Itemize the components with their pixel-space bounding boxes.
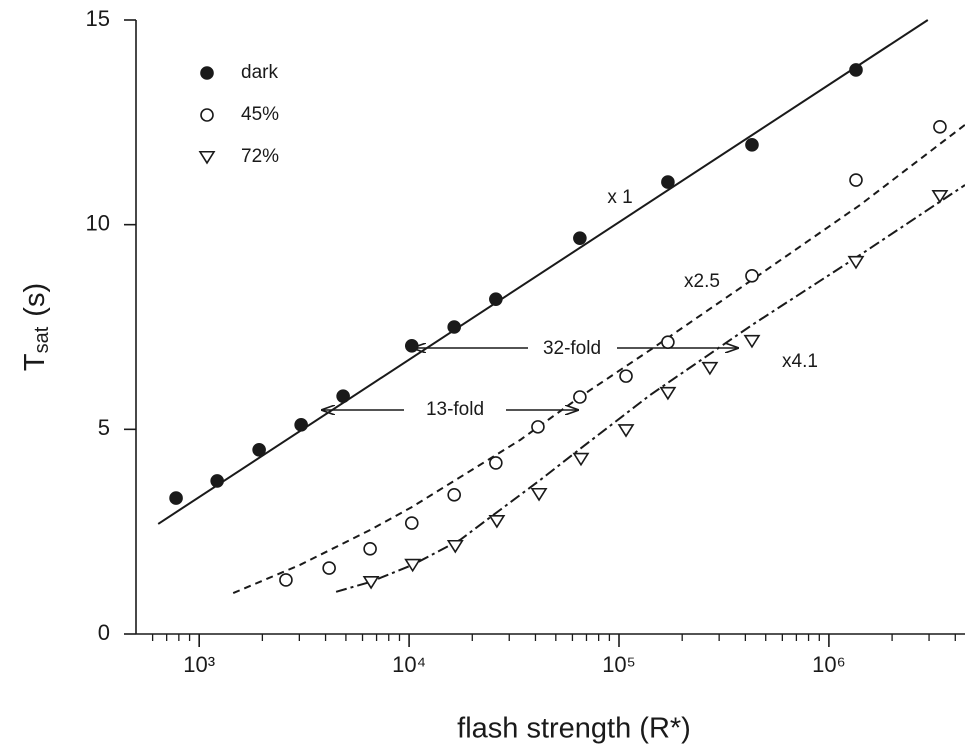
annotation: x4.1 [782, 351, 818, 372]
annotation: 13-fold [426, 399, 484, 420]
point [404, 558, 422, 573]
legend-marker [200, 66, 214, 80]
y-tick-label: 0 [98, 620, 110, 645]
y-tick-label: 10 [86, 210, 110, 235]
legend-label: 72% [241, 146, 279, 167]
annotation: x 1 [607, 187, 632, 208]
y-axis-title: Tsat (s) [19, 283, 54, 371]
arrows [322, 348, 738, 410]
point [530, 487, 548, 502]
x-tick-label: 10⁵ [602, 652, 636, 677]
legend-marker [198, 150, 216, 165]
point [743, 334, 761, 349]
x-axis-title: flash strength (R*) [457, 713, 691, 745]
y-tick-label: 5 [98, 415, 110, 440]
fit-line [335, 184, 965, 593]
y-tick-label: 15 [86, 6, 110, 31]
point [933, 120, 947, 134]
point [661, 175, 675, 189]
point [252, 442, 266, 457]
point [849, 63, 863, 77]
point [847, 255, 865, 270]
point [363, 542, 377, 556]
x-tick-label: 10⁶ [812, 652, 846, 677]
annotation: 32-fold [543, 338, 601, 359]
point [488, 514, 506, 529]
point [531, 420, 545, 434]
point [446, 539, 464, 554]
x-tick-label: 10⁴ [392, 652, 426, 677]
y-axis-title-unit: (s) [19, 283, 51, 317]
point [661, 335, 675, 349]
legend-label: 45% [241, 104, 279, 125]
legend-marker [200, 108, 214, 122]
x-tick-label: 10³ [183, 652, 215, 677]
point [279, 573, 293, 587]
point [617, 424, 635, 438]
point [447, 320, 461, 334]
point [573, 231, 587, 245]
point [404, 516, 419, 530]
fit-line [157, 19, 929, 525]
point [294, 418, 308, 432]
point [210, 474, 224, 488]
point [322, 561, 336, 575]
point [619, 369, 633, 383]
point [659, 386, 677, 401]
point [336, 389, 350, 403]
point [745, 269, 759, 283]
point [489, 292, 503, 306]
point [447, 488, 461, 502]
point [701, 361, 719, 376]
legend-label: dark [241, 62, 278, 83]
y-axis-title-main: T [19, 353, 51, 371]
point [573, 390, 587, 404]
point [362, 575, 380, 590]
y-axis-title-sub: sat [31, 326, 53, 353]
annotation: x2.5 [684, 271, 720, 292]
point [572, 452, 590, 467]
point [489, 456, 503, 470]
point [745, 138, 759, 152]
point [849, 173, 863, 187]
point [931, 189, 949, 204]
point [404, 339, 419, 353]
fit-line [232, 124, 965, 595]
point [169, 491, 183, 505]
